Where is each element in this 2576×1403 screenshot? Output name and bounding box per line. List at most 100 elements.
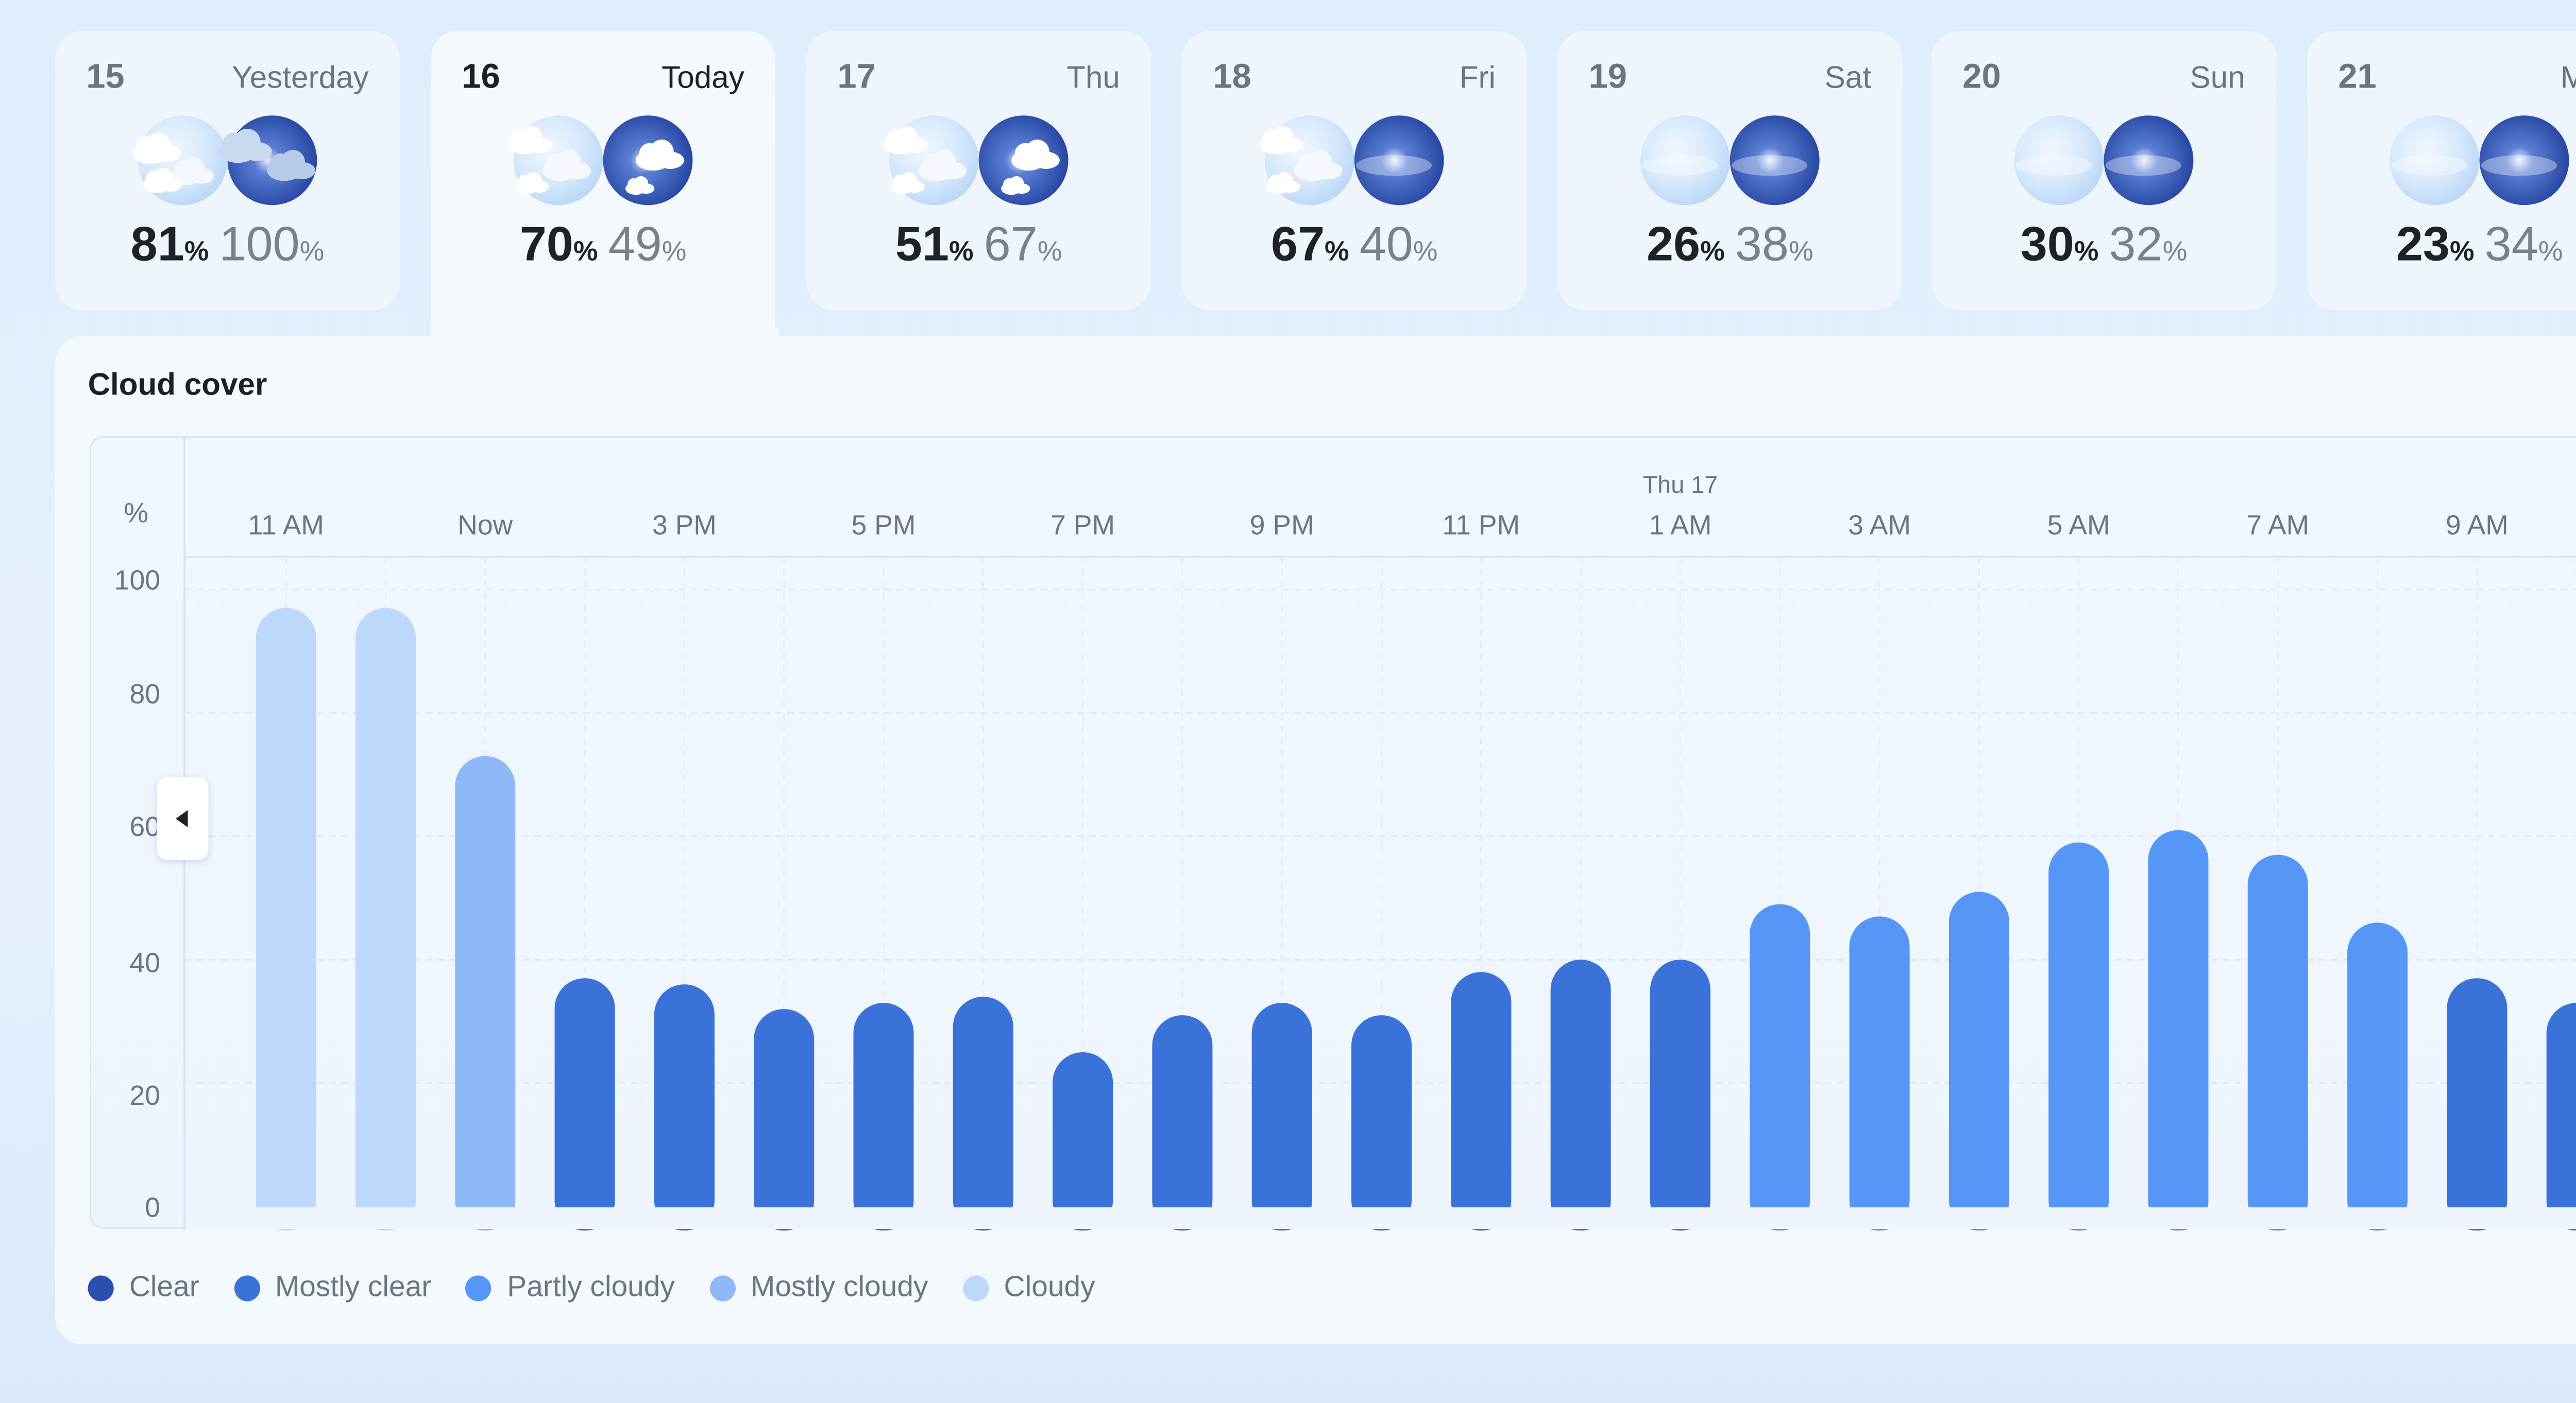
- y-axis-label: %: [124, 498, 148, 528]
- day-card-19[interactable]: 19 Sat 26% 38%: [1557, 31, 1903, 311]
- night-cloud-cover: 34%: [2484, 217, 2563, 271]
- day-name: Yesterday: [232, 60, 369, 95]
- legend-label: Cloudy: [1004, 1270, 1095, 1303]
- day-number: 21: [2338, 58, 2377, 97]
- y-tick-label: 20: [130, 1081, 161, 1111]
- x-tick-label: 7 PM: [1050, 510, 1115, 540]
- x-tick-label: 11 AM: [248, 510, 324, 540]
- y-tick-label: 100: [114, 565, 160, 595]
- day-name: Sun: [2190, 60, 2245, 95]
- chart-legend: Clear Mostly clear Partly cloudy Mostly clo…: [88, 1270, 1095, 1305]
- night-cloud-cover: 40%: [1359, 217, 1438, 271]
- hazy-moon-icon: [1730, 115, 1820, 206]
- panel-title: Cloud cover: [88, 367, 267, 402]
- mostly-cloudy-sun-icon: [884, 115, 979, 206]
- day-night-icons: [884, 114, 1070, 207]
- legend-swatch: [962, 1274, 989, 1301]
- cloud-cover-bar: [1351, 1015, 1412, 1231]
- cloud-cover-values: 23% 34%: [2307, 217, 2576, 272]
- cloud-cover-bar: [2048, 842, 2109, 1231]
- legend-label: Mostly clear: [275, 1270, 432, 1303]
- day-cloud-cover: 81%: [130, 217, 209, 271]
- day-name: Mon: [2561, 60, 2576, 96]
- active-tab-connector: [431, 327, 779, 345]
- night-cloud-cover: 38%: [1735, 217, 1814, 271]
- cloud-cover-bar: [2347, 922, 2408, 1231]
- day-name: Sat: [1824, 60, 1872, 95]
- cloud-cover-values: 67% 40%: [1182, 217, 1527, 272]
- cloud-cover-panel: Cloud cover 0 20 40 60 80 100% 11 AM Now 3 PM 5 P…: [55, 336, 2576, 1345]
- cloud-cover-bar: [1849, 916, 1910, 1231]
- cloud-cover-bar: [953, 997, 1013, 1231]
- cloud-cover-bar: [1948, 892, 2009, 1231]
- day-name: Fri: [1459, 60, 1496, 95]
- hazy-moon-icon: [2104, 115, 2194, 206]
- y-tick-label: 40: [130, 948, 161, 978]
- day-number: 20: [1962, 58, 2001, 97]
- cloud-cover-bar: [355, 608, 416, 1231]
- scroll-left-button[interactable]: [157, 777, 209, 860]
- day-number: 18: [1213, 58, 1251, 97]
- day-card-16[interactable]: 16 Today 70% 49%: [431, 31, 775, 341]
- y-tick-label: 80: [130, 679, 161, 709]
- cloud-cover-bar: [1550, 960, 1611, 1231]
- x-tick-label: 7 AM: [2246, 510, 2309, 540]
- cloud-cover-values: 51% 67%: [806, 217, 1151, 272]
- night-cloud-cover: 100%: [219, 217, 325, 271]
- partly-cloudy-moon-icon: [978, 115, 1069, 206]
- y-tick-label: 60: [130, 812, 161, 842]
- cloud-cover-bar: [1451, 972, 1512, 1231]
- cloud-cover-values: 70% 49%: [431, 217, 775, 272]
- legend-label: Mostly cloudy: [750, 1270, 928, 1303]
- legend-swatch: [466, 1274, 492, 1301]
- day-night-icons: [132, 114, 319, 207]
- day-cloud-cover: 67%: [1270, 217, 1349, 271]
- cloud-cover-bar: [2546, 1003, 2576, 1231]
- legend-label: Clear: [129, 1270, 199, 1303]
- x-tick-label: 1 AM: [1649, 510, 1712, 540]
- day-card-15[interactable]: 15 Yesterday 81% 100%: [55, 31, 400, 311]
- legend-swatch: [233, 1274, 260, 1301]
- day-card-21[interactable]: 21 Mon 23%34%: [2307, 31, 2576, 311]
- caret-left-icon: [176, 810, 188, 828]
- day-number: 16: [462, 58, 500, 97]
- day-night-icons: [1259, 114, 1446, 207]
- cloud-cover-bar: [256, 608, 316, 1231]
- hazy-sun-icon: [1640, 115, 1730, 206]
- cloud-cover-bar: [754, 1009, 815, 1231]
- legend-item: Cloudy: [962, 1270, 1095, 1305]
- cloud-cover-bar: [1053, 1052, 1113, 1231]
- day-name: Thu: [1066, 60, 1120, 95]
- x-tick-label: 5 PM: [852, 510, 916, 540]
- cloud-cover-bar: [1251, 1003, 1312, 1231]
- x-tick-label: 3 PM: [652, 510, 717, 540]
- x-tick-label: 11 PM: [1443, 510, 1520, 540]
- cloud-cover-bar: [2247, 854, 2308, 1231]
- day-cloud-cover: 70%: [519, 217, 598, 271]
- day-card-17[interactable]: 17 Thu 51% 67%: [806, 31, 1151, 311]
- partly-cloudy-moon-icon: [603, 115, 693, 206]
- day-cloud-cover: 26%: [1646, 217, 1725, 271]
- hazy-moon-icon: [1354, 115, 1444, 206]
- day-night-icons: [1639, 114, 1822, 207]
- day-night-icons: [2012, 114, 2195, 207]
- cloud-cover-bar: [1750, 904, 1810, 1231]
- cloud-cover-chart: 0 20 40 60 80 100% 11 AM Now 3 PM 5 PM 7 PM 9 PM 11 …: [89, 436, 2576, 1231]
- day-number: 17: [837, 58, 876, 97]
- day-name: Today: [662, 60, 744, 95]
- cloud-cover-bar: [554, 978, 615, 1231]
- cloud-cover-bar: [2148, 830, 2209, 1231]
- day-night-icons: [508, 114, 694, 207]
- legend-item: Mostly cloudy: [709, 1270, 928, 1305]
- day-number: 15: [86, 58, 125, 97]
- cloud-cover-bar: [853, 1003, 914, 1231]
- night-cloud-cover: 49%: [608, 217, 687, 271]
- day-marker-label: Thu 17: [1643, 471, 1718, 498]
- mostly-cloudy-sun-icon: [508, 115, 603, 206]
- cloud-cover-bar: [654, 984, 715, 1231]
- cloud-cover-values: 30% 32%: [1931, 217, 2276, 272]
- legend-swatch: [709, 1274, 735, 1301]
- day-card-20[interactable]: 20 Sun 30% 32%: [1931, 31, 2276, 311]
- day-card-18[interactable]: 18 Fri 67% 40%: [1182, 31, 1527, 311]
